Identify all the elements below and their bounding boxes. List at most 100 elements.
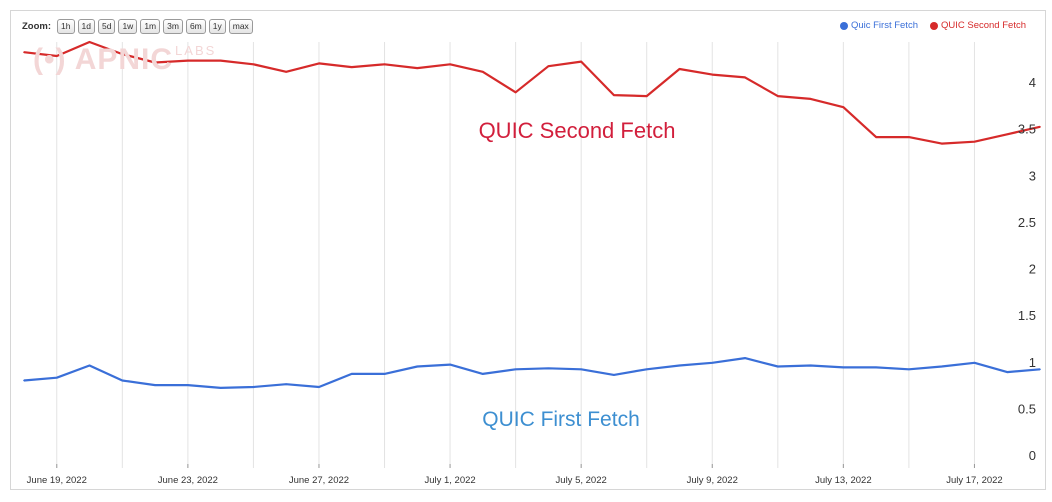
y-tick-label: 3 xyxy=(1029,168,1036,183)
data-point xyxy=(121,53,124,55)
data-point xyxy=(711,361,714,364)
data-point xyxy=(842,106,845,109)
zoom-5d-button[interactable]: 5d xyxy=(97,19,116,34)
data-point xyxy=(940,365,943,368)
y-tick-label: 2 xyxy=(1029,262,1036,277)
data-point xyxy=(580,60,582,63)
data-point xyxy=(55,376,58,379)
x-tick-label: June 19, 2022 xyxy=(27,475,87,486)
series-annotations: QUIC Second Fetch QUIC First Fetch xyxy=(479,118,676,431)
legend-dot-icon xyxy=(839,21,848,30)
legend: Quic First Fetch QUIC Second Fetch xyxy=(839,20,1026,31)
data-point xyxy=(908,136,910,138)
zoom-6m-button[interactable]: 6m xyxy=(185,19,206,34)
data-point xyxy=(908,368,910,371)
x-tick-label: June 27, 2022 xyxy=(289,475,349,486)
data-point xyxy=(580,368,582,371)
data-point xyxy=(318,386,320,388)
data-point xyxy=(121,379,124,382)
watermark-main: (•) APNIC xyxy=(33,43,174,76)
data-point xyxy=(777,365,779,368)
legend-dot-icon xyxy=(929,21,938,30)
y-axis-ticks: 0 0.5 1 1.5 2 2.5 3 3.5 4 xyxy=(1018,75,1036,463)
zoom-1y-button[interactable]: 1y xyxy=(208,19,226,34)
data-point xyxy=(809,364,812,367)
y-tick-label: 1.5 xyxy=(1018,308,1036,323)
data-point xyxy=(383,63,386,66)
data-point xyxy=(744,76,746,79)
data-point xyxy=(613,94,615,96)
data-point xyxy=(219,59,222,62)
data-point xyxy=(187,384,189,386)
data-point xyxy=(416,365,419,368)
y-tick-label: 4 xyxy=(1029,75,1036,90)
data-point xyxy=(55,55,58,57)
data-point xyxy=(285,383,287,385)
watermark-sub: LABS xyxy=(175,43,217,58)
data-point xyxy=(973,140,976,143)
y-tick-label: 2.5 xyxy=(1018,215,1036,230)
data-point xyxy=(252,63,255,66)
data-point xyxy=(514,368,517,371)
x-tick-label: July 17, 2022 xyxy=(946,475,1003,486)
data-point xyxy=(252,386,255,388)
data-point xyxy=(875,136,877,138)
data-point xyxy=(318,62,320,65)
y-tick-label: 1 xyxy=(1029,355,1036,370)
data-point xyxy=(645,368,648,371)
data-point xyxy=(940,142,943,145)
data-point xyxy=(1006,371,1009,373)
data-point xyxy=(383,373,386,375)
x-tick-label: July 13, 2022 xyxy=(815,475,872,486)
data-point xyxy=(547,367,550,370)
data-point xyxy=(809,98,812,100)
data-point xyxy=(449,363,451,366)
data-point xyxy=(744,357,746,359)
chart-frame xyxy=(10,10,1046,490)
series-lines xyxy=(23,40,1041,389)
data-point xyxy=(678,68,681,70)
data-point xyxy=(1006,133,1009,136)
data-point xyxy=(613,374,615,376)
zoom-max-button[interactable]: max xyxy=(228,19,253,34)
annotation-quic-first-fetch: QUIC First Fetch xyxy=(482,408,640,431)
data-point xyxy=(154,384,156,386)
data-point xyxy=(514,91,517,94)
y-tick-label: 3.5 xyxy=(1018,122,1036,137)
y-tick-label: 0.5 xyxy=(1018,401,1036,416)
zoom-1d-button[interactable]: 1d xyxy=(77,19,95,34)
zoom-1m-button[interactable]: 1m xyxy=(140,19,161,34)
data-point xyxy=(23,51,25,54)
data-point xyxy=(88,364,91,367)
data-point xyxy=(187,59,189,62)
zoom-3m-button[interactable]: 3m xyxy=(163,19,183,34)
legend-item-second-fetch[interactable]: QUIC Second Fetch xyxy=(929,20,1026,31)
data-point xyxy=(777,95,779,97)
zoom-label: Zoom: xyxy=(22,21,52,32)
data-point xyxy=(88,41,91,43)
data-point xyxy=(645,95,648,97)
x-tick-label: July 9, 2022 xyxy=(687,475,738,486)
data-point xyxy=(482,373,484,375)
series-line-quic-first-fetch xyxy=(23,357,1041,389)
grid-lines xyxy=(56,42,975,468)
data-point xyxy=(842,366,845,369)
x-tick-label: July 5, 2022 xyxy=(556,475,607,486)
y-tick-label: 0 xyxy=(1029,448,1036,463)
data-point xyxy=(547,65,550,68)
data-point xyxy=(416,67,419,69)
data-point xyxy=(973,361,976,364)
data-point xyxy=(350,373,353,375)
zoom-1w-button[interactable]: 1w xyxy=(118,19,138,34)
annotation-quic-second-fetch: QUIC Second Fetch xyxy=(479,118,676,143)
legend-label: Quic First Fetch xyxy=(850,20,918,31)
data-point xyxy=(219,387,222,389)
data-point xyxy=(678,364,681,367)
x-tick-label: June 23, 2022 xyxy=(158,475,218,486)
data-point xyxy=(154,61,156,64)
zoom-1h-button[interactable]: 1h xyxy=(57,19,75,34)
data-point xyxy=(23,379,25,382)
series-line-quic-second-fetch xyxy=(23,40,1041,145)
legend-item-first-fetch[interactable]: Quic First Fetch xyxy=(839,20,918,31)
